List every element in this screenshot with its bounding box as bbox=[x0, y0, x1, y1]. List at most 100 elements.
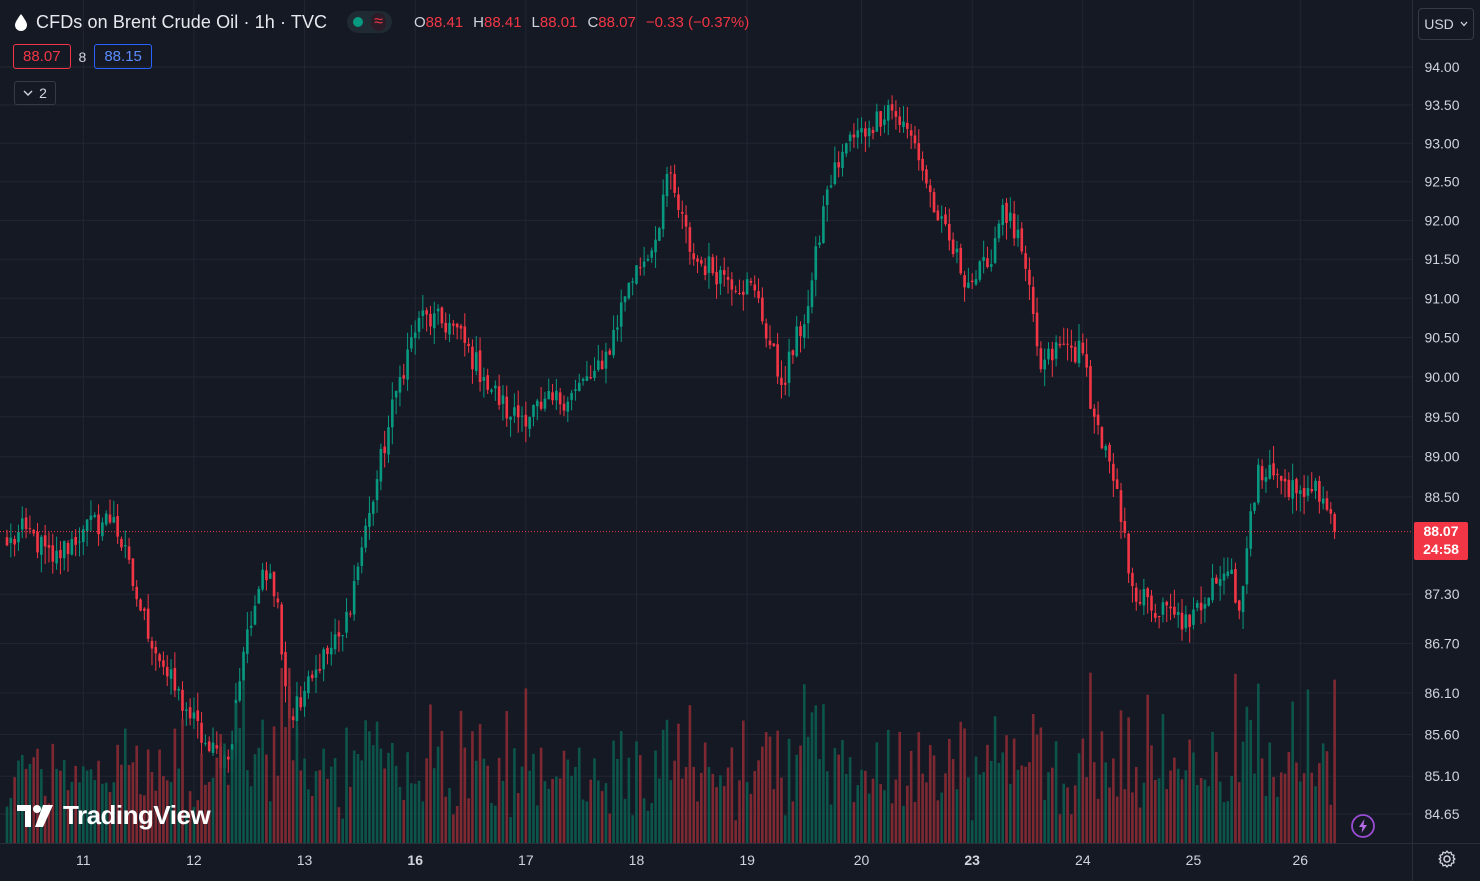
volume-bar bbox=[852, 802, 856, 843]
volume-bar bbox=[143, 795, 146, 843]
gear-icon[interactable] bbox=[1437, 849, 1457, 869]
volume-bar bbox=[284, 727, 287, 843]
candle-body bbox=[1039, 348, 1043, 370]
candle-body bbox=[688, 227, 692, 252]
candle-body bbox=[722, 270, 726, 275]
volume-bar bbox=[276, 775, 280, 843]
volume-bar bbox=[1142, 782, 1146, 843]
last-price-value: 88.07 bbox=[1423, 523, 1459, 539]
candle-body bbox=[242, 651, 245, 681]
x-tick-label: 12 bbox=[186, 852, 202, 868]
volume-bar bbox=[776, 730, 779, 843]
volume-bar bbox=[1150, 745, 1153, 843]
candle-body bbox=[1058, 343, 1062, 346]
volume-bar bbox=[402, 799, 406, 843]
volume-bar bbox=[303, 758, 306, 843]
candle-body bbox=[101, 522, 104, 537]
volume-bar bbox=[482, 758, 486, 843]
candle-body bbox=[761, 297, 764, 322]
volume-bar bbox=[55, 768, 58, 843]
volume-bar bbox=[440, 730, 444, 843]
candle-body bbox=[986, 258, 989, 267]
x-tick-label: 16 bbox=[407, 852, 423, 868]
candle-body bbox=[848, 134, 852, 142]
tradingview-logo[interactable]: TradingView bbox=[17, 800, 211, 831]
volume-bar bbox=[684, 767, 688, 843]
volume-bar bbox=[738, 780, 741, 843]
y-tick-label: 91.50 bbox=[1424, 251, 1459, 267]
volume-bar bbox=[1039, 727, 1043, 843]
volume-bar bbox=[234, 703, 238, 843]
volume-bar bbox=[1108, 787, 1111, 843]
volume-bar bbox=[501, 780, 505, 843]
candle-body bbox=[486, 375, 489, 390]
candle-body bbox=[375, 479, 379, 501]
volume-bar bbox=[349, 786, 352, 843]
tradingview-logo-icon bbox=[17, 804, 53, 827]
candle-body bbox=[883, 119, 886, 125]
candle-body bbox=[364, 525, 367, 548]
volume-bar bbox=[757, 760, 760, 843]
volume-bar bbox=[963, 728, 966, 843]
candle-body bbox=[1092, 408, 1096, 417]
volume-bar bbox=[1165, 789, 1169, 843]
candle-body bbox=[898, 116, 902, 125]
volume-bar bbox=[181, 719, 184, 843]
volume-bar bbox=[822, 704, 825, 843]
candle-body bbox=[1100, 427, 1104, 449]
volume-bar bbox=[299, 770, 303, 843]
candle-body bbox=[406, 349, 409, 380]
volume-bar bbox=[1016, 769, 1020, 843]
candle-body bbox=[1329, 509, 1333, 514]
candle-body bbox=[974, 279, 978, 285]
volume-bar bbox=[1180, 779, 1184, 843]
candle-body bbox=[680, 211, 684, 214]
candle-body bbox=[215, 745, 219, 749]
volume-bar bbox=[1283, 773, 1287, 843]
candle-body bbox=[1154, 613, 1157, 618]
volume-bar bbox=[1173, 757, 1176, 843]
candle-body bbox=[1234, 569, 1237, 603]
bolt-icon[interactable] bbox=[1350, 813, 1376, 839]
volume-bar bbox=[455, 806, 459, 843]
market-status-pill[interactable]: ≈ bbox=[347, 11, 392, 33]
volume-bar bbox=[875, 742, 879, 843]
sell-button[interactable]: 88.07 bbox=[13, 44, 71, 69]
candle-body bbox=[459, 325, 463, 329]
volume-bar bbox=[352, 750, 356, 843]
volume-bar bbox=[463, 747, 467, 843]
bar-countdown: 24:58 bbox=[1423, 541, 1459, 557]
volume-bar bbox=[429, 704, 432, 843]
candle-body bbox=[471, 346, 474, 370]
volume-bar bbox=[627, 757, 631, 843]
last-price-label: 88.07 24:58 bbox=[1414, 522, 1468, 560]
chevron-down-icon bbox=[1460, 21, 1468, 27]
candle-body bbox=[982, 257, 985, 261]
volume-bar bbox=[1138, 807, 1142, 843]
currency-selector[interactable]: USD bbox=[1418, 8, 1474, 40]
volume-bar bbox=[989, 761, 993, 843]
volume-bar bbox=[654, 750, 657, 843]
candle-body bbox=[925, 169, 928, 184]
volume-bar bbox=[585, 801, 589, 843]
buy-button[interactable]: 88.15 bbox=[94, 44, 152, 69]
volume-bar bbox=[265, 754, 268, 843]
volume-bar bbox=[341, 818, 345, 843]
volume-bar bbox=[478, 724, 482, 843]
indicators-toggle-button[interactable]: 2 bbox=[14, 81, 56, 105]
candle-body bbox=[715, 271, 718, 285]
symbol-title[interactable]: CFDs on Brent Crude Oil · 1h · TVC bbox=[36, 11, 328, 32]
candle-body bbox=[467, 343, 470, 347]
candle-body bbox=[1157, 615, 1161, 618]
candle-body bbox=[17, 531, 20, 543]
volume-bar bbox=[906, 785, 909, 843]
candle-body bbox=[803, 324, 806, 338]
candle-body bbox=[349, 613, 352, 615]
candle-body bbox=[257, 588, 261, 604]
spread-value: 8 bbox=[78, 48, 87, 65]
volume-bar bbox=[59, 770, 62, 843]
volume-bar bbox=[1253, 773, 1256, 843]
candle-body bbox=[795, 326, 799, 357]
